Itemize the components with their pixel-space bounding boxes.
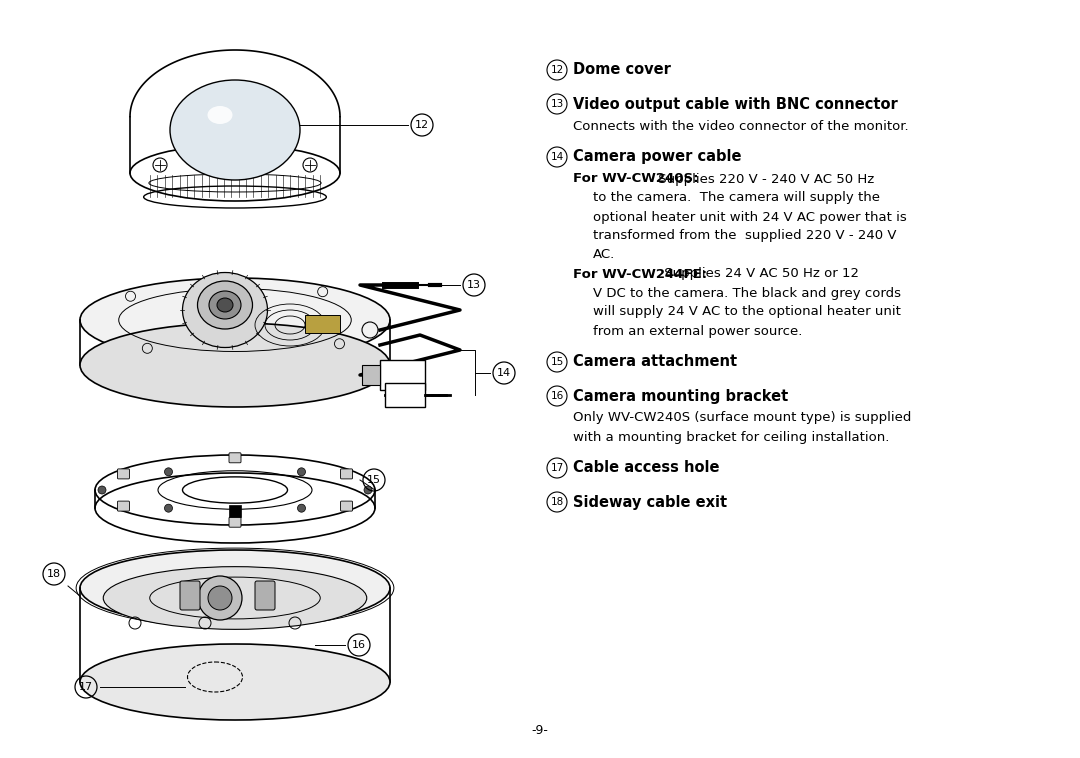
Ellipse shape — [80, 550, 390, 626]
Text: will supply 24 V AC to the optional heater unit: will supply 24 V AC to the optional heat… — [593, 305, 901, 318]
FancyBboxPatch shape — [380, 360, 426, 390]
Text: 15: 15 — [551, 357, 564, 367]
FancyBboxPatch shape — [384, 383, 426, 407]
Text: Camera power cable: Camera power cable — [573, 149, 742, 164]
Ellipse shape — [104, 567, 367, 629]
Ellipse shape — [80, 644, 390, 720]
Text: 15: 15 — [367, 475, 381, 485]
FancyBboxPatch shape — [305, 315, 340, 333]
Text: 14: 14 — [497, 368, 511, 378]
Text: 16: 16 — [352, 640, 366, 650]
Text: Supplies 220 V - 240 V AC 50 Hz: Supplies 220 V - 240 V AC 50 Hz — [654, 173, 875, 186]
Ellipse shape — [183, 477, 287, 503]
Text: Sideway cable exit: Sideway cable exit — [573, 494, 727, 509]
Text: to the camera.  The camera will supply the: to the camera. The camera will supply th… — [593, 192, 880, 205]
Circle shape — [297, 468, 306, 476]
Text: 14: 14 — [551, 152, 564, 162]
Ellipse shape — [198, 281, 253, 329]
Ellipse shape — [217, 298, 233, 312]
Text: optional heater unit with 24 V AC power that is: optional heater unit with 24 V AC power … — [593, 211, 907, 224]
Ellipse shape — [80, 278, 390, 362]
Text: Connects with the video connector of the monitor.: Connects with the video connector of the… — [573, 120, 908, 133]
Ellipse shape — [207, 106, 232, 124]
Circle shape — [208, 586, 232, 610]
Text: 12: 12 — [415, 120, 429, 130]
Circle shape — [98, 486, 106, 494]
FancyBboxPatch shape — [340, 469, 352, 479]
Text: Video output cable with BNC connector: Video output cable with BNC connector — [573, 96, 897, 111]
Text: Camera mounting bracket: Camera mounting bracket — [573, 389, 788, 403]
Text: Camera attachment: Camera attachment — [573, 355, 738, 369]
Text: Dome cover: Dome cover — [573, 62, 671, 77]
Text: with a mounting bracket for ceiling installation.: with a mounting bracket for ceiling inst… — [573, 431, 889, 443]
FancyBboxPatch shape — [180, 581, 200, 610]
Text: 17: 17 — [79, 682, 93, 692]
Text: 12: 12 — [551, 65, 564, 75]
Text: AC.: AC. — [593, 249, 616, 262]
Text: 18: 18 — [551, 497, 564, 507]
FancyBboxPatch shape — [229, 453, 241, 463]
Text: Only WV-CW240S (surface mount type) is supplied: Only WV-CW240S (surface mount type) is s… — [573, 412, 912, 424]
Text: 18: 18 — [46, 569, 62, 579]
Text: V DC to the camera. The black and grey cords: V DC to the camera. The black and grey c… — [593, 287, 901, 299]
Ellipse shape — [183, 272, 268, 347]
FancyBboxPatch shape — [255, 581, 275, 610]
Text: For WV-CW244FE:: For WV-CW244FE: — [573, 268, 707, 280]
Circle shape — [364, 486, 372, 494]
FancyBboxPatch shape — [340, 501, 352, 511]
FancyBboxPatch shape — [229, 517, 241, 528]
Text: transformed from the  supplied 220 V - 240 V: transformed from the supplied 220 V - 24… — [593, 230, 896, 243]
Text: -9-: -9- — [531, 723, 549, 737]
FancyBboxPatch shape — [362, 365, 380, 385]
Text: Supplies 24 V AC 50 Hz or 12: Supplies 24 V AC 50 Hz or 12 — [660, 268, 859, 280]
FancyBboxPatch shape — [118, 469, 130, 479]
Text: For WV-CW240S:: For WV-CW240S: — [573, 173, 699, 186]
Ellipse shape — [210, 291, 241, 319]
Circle shape — [164, 468, 173, 476]
Ellipse shape — [80, 323, 390, 407]
Ellipse shape — [170, 80, 300, 180]
FancyBboxPatch shape — [118, 501, 130, 511]
Text: from an external power source.: from an external power source. — [593, 324, 802, 337]
Text: Cable access hole: Cable access hole — [573, 461, 719, 475]
Text: 16: 16 — [551, 391, 564, 401]
Circle shape — [198, 576, 242, 620]
Text: 13: 13 — [551, 99, 564, 109]
Circle shape — [297, 504, 306, 512]
FancyBboxPatch shape — [229, 505, 241, 517]
Text: 13: 13 — [467, 280, 481, 290]
Text: 17: 17 — [551, 463, 564, 473]
Circle shape — [164, 504, 173, 512]
